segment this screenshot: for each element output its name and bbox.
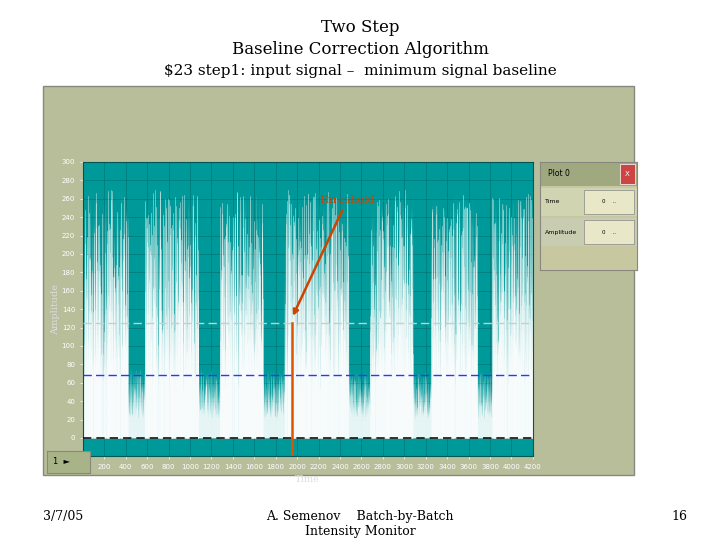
Text: Threshold: Threshold [294, 195, 375, 313]
Text: 0    ..: 0 .. [602, 230, 616, 235]
Bar [540, 218, 637, 246]
Text: X: X [625, 171, 630, 177]
Bar [540, 162, 637, 186]
Text: 16: 16 [672, 510, 688, 523]
Bar [584, 220, 634, 244]
Bar [540, 188, 637, 216]
Text: 1  ►: 1 ► [53, 457, 71, 466]
Text: A. Semenov    Batch-by-Batch
Intensity Monitor: A. Semenov Batch-by-Batch Intensity Moni… [266, 510, 454, 538]
Text: 3/7/05: 3/7/05 [43, 510, 84, 523]
Text: Baseline Correction Algorithm: Baseline Correction Algorithm [232, 40, 488, 57]
Text: Two Step: Two Step [320, 19, 400, 36]
X-axis label: Time: Time [295, 476, 320, 484]
Y-axis label: Amplitude: Amplitude [51, 284, 60, 335]
Text: 0    ..: 0 .. [602, 199, 616, 205]
Text: $23 step1: input signal –  minimum signal baseline: $23 step1: input signal – minimum signal… [163, 64, 557, 78]
Text: Time: Time [545, 199, 560, 205]
Bar [620, 164, 635, 184]
Bar [584, 190, 634, 214]
Text: Amplitude: Amplitude [545, 230, 577, 235]
Text: Plot 0: Plot 0 [548, 170, 570, 178]
